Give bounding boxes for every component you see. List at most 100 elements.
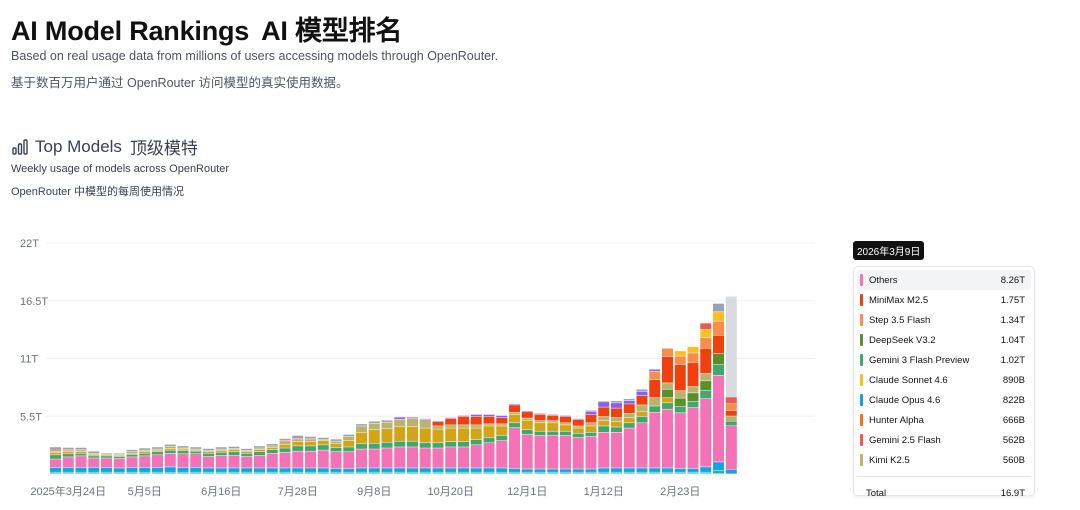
bar-segment-olive[interactable] [177, 448, 189, 449]
bar-segment-gold[interactable] [317, 440, 329, 445]
bar-segment-others[interactable] [662, 409, 673, 468]
bar-segment-purple[interactable] [585, 411, 597, 415]
bar-segment-olive[interactable] [700, 373, 712, 381]
bar-segment-green[interactable] [101, 456, 112, 458]
bar-segment-others[interactable] [725, 425, 737, 470]
bar-segment-gold[interactable] [381, 428, 393, 442]
bar-segment-blue[interactable] [560, 469, 571, 472]
bar-segment-others[interactable] [636, 423, 648, 468]
bar-segment-olive[interactable] [636, 405, 648, 412]
bar-segment-gold[interactable] [611, 422, 622, 427]
bar-segment-green[interactable] [126, 454, 138, 457]
bar-segment-orange[interactable] [662, 348, 673, 357]
bar-segment-olive[interactable] [483, 424, 495, 426]
bar-segment-teal[interactable] [203, 472, 214, 474]
bar-segment-others[interactable] [215, 455, 227, 468]
bar-segment-red[interactable] [458, 416, 469, 425]
bar-segment-red[interactable] [50, 450, 61, 451]
bar-segment-teal[interactable] [509, 472, 520, 474]
bar-segment-green[interactable] [62, 454, 74, 457]
bar-segment-green[interactable] [623, 423, 635, 428]
bar-segment-blue[interactable] [139, 467, 151, 472]
bar-segment-green[interactable] [458, 441, 469, 447]
bar-segment-coral[interactable] [700, 323, 712, 330]
bar-segment-blue[interactable] [215, 468, 227, 472]
bar-segment-olive[interactable] [368, 423, 380, 430]
bar-segment-teal[interactable] [445, 472, 457, 474]
bar-segment-purple[interactable] [483, 414, 495, 417]
bar-segment-others[interactable] [152, 455, 163, 468]
bar-segment-green[interactable] [483, 437, 495, 443]
bar-segment-blue[interactable] [164, 467, 176, 472]
bar-segment-purple[interactable] [458, 415, 469, 417]
bar-segment-teal[interactable] [611, 472, 622, 474]
bar-segment-blue[interactable] [636, 468, 648, 472]
bar-segment-others[interactable] [356, 449, 367, 468]
bar-segment-olive[interactable] [88, 453, 100, 455]
bar-segment-orange[interactable] [725, 403, 737, 411]
bar-segment-olive[interactable] [585, 423, 597, 426]
bar-segment-blue[interactable] [687, 468, 699, 472]
bar-segment-green[interactable] [305, 446, 316, 451]
bar-segment-blue[interactable] [700, 467, 712, 472]
bar-segment-others[interactable] [126, 457, 138, 468]
bar-segment-green[interactable] [585, 432, 597, 437]
bar-segment-gold[interactable] [394, 426, 406, 441]
bar-segment-gold[interactable] [509, 414, 520, 423]
bar-segment-gold[interactable] [75, 451, 87, 454]
bar-segment-red[interactable] [534, 414, 546, 421]
bar-segment-purple[interactable] [470, 414, 482, 417]
bar-segment-dkgreen[interactable] [687, 393, 699, 402]
bar-segment-green[interactable] [547, 431, 559, 436]
bar-segment-gold[interactable] [470, 428, 482, 440]
bar-segment-green[interactable] [662, 403, 673, 409]
bar-segment-others[interactable] [50, 459, 61, 468]
bar-segment-purple[interactable] [419, 418, 431, 420]
bar-segment-others[interactable] [305, 451, 316, 468]
bar-segment-green[interactable] [266, 449, 278, 454]
bar-segment-gray[interactable] [241, 448, 253, 451]
bar-segment-green[interactable] [203, 453, 214, 457]
bar-segment-green[interactable] [88, 456, 100, 458]
bar-segment-teal[interactable] [560, 472, 571, 474]
bar-segment-blue[interactable] [534, 469, 546, 472]
bar-segment-red[interactable] [432, 422, 444, 426]
bar-segment-green[interactable] [521, 429, 533, 435]
bar-segment-orange[interactable] [713, 321, 724, 335]
bar-segment-red[interactable] [725, 411, 737, 416]
bar-segment-olive[interactable] [113, 454, 125, 456]
bar-segment-teal[interactable] [190, 472, 202, 474]
bar-segment-others[interactable] [470, 445, 482, 468]
bar-segment-dkgreen[interactable] [674, 398, 686, 407]
bar-segment-others[interactable] [343, 451, 355, 469]
bar-segment-red[interactable] [674, 364, 686, 391]
bar-segment-blue[interactable] [509, 468, 520, 472]
bar-segment-others[interactable] [674, 413, 686, 469]
bar-segment-gold[interactable] [152, 450, 163, 452]
bar-segment-olive[interactable] [254, 448, 265, 450]
bar-segment-blue[interactable] [419, 468, 431, 472]
bar-segment-others[interactable] [598, 432, 610, 468]
bar-segment-teal[interactable] [394, 472, 406, 474]
bar-segment-blue[interactable] [88, 467, 100, 472]
bar-segment-gray[interactable] [266, 444, 278, 446]
bar-segment-teal[interactable] [75, 472, 87, 474]
bar-segment-olive[interactable] [662, 383, 673, 389]
bar-segment-green[interactable] [560, 431, 571, 436]
bar-segment-teal[interactable] [458, 472, 469, 474]
bar-segment-blue[interactable] [598, 468, 610, 472]
bar-segment-others[interactable] [292, 451, 304, 468]
bar-segment-blue[interactable] [394, 468, 406, 472]
bar-segment-gold[interactable] [228, 449, 240, 452]
bar-segment-blue[interactable] [317, 468, 329, 472]
bar-segment-blue[interactable] [521, 469, 533, 472]
bar-segment-others[interactable] [611, 432, 622, 468]
bar-segment-green[interactable] [381, 442, 393, 448]
bar-segment-olive[interactable] [496, 424, 508, 426]
bar-segment-green[interactable] [419, 443, 431, 448]
bar-segment-green[interactable] [700, 390, 712, 399]
bar-segment-purple[interactable] [611, 403, 622, 408]
bar-segment-olive[interactable] [725, 416, 737, 421]
bar-segment-gold[interactable] [101, 455, 112, 456]
bar-segment-gold[interactable] [305, 441, 316, 446]
